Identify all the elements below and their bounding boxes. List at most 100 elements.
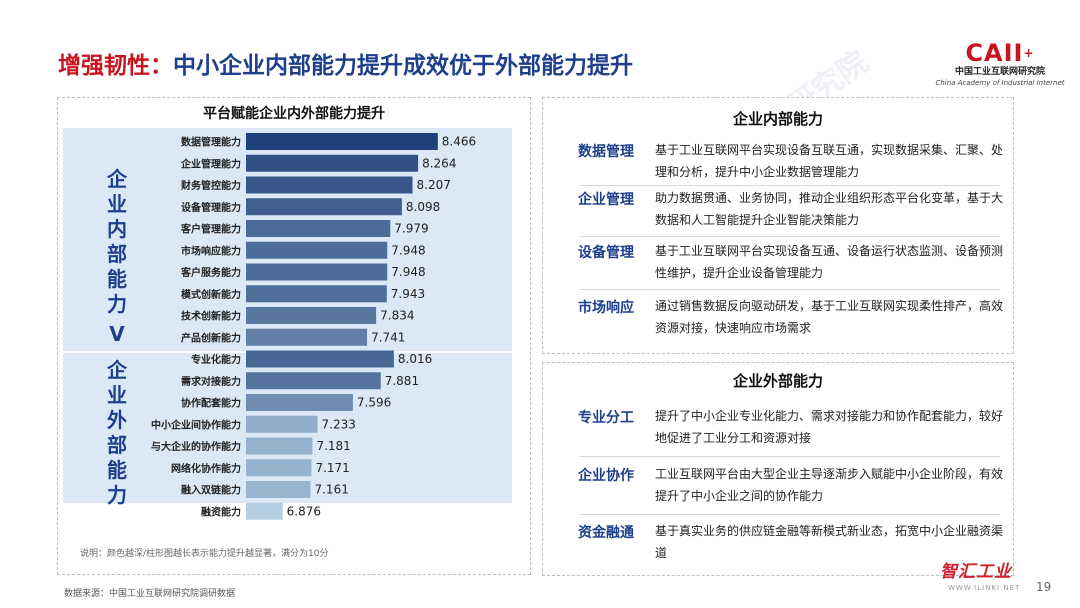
- internal-item: 设备管理 基于工业互联网平台实现设备互通、设备运行状态监测、设备预测性维护，提升…: [557, 240, 1007, 284]
- bar: [246, 285, 387, 303]
- page-title: 增强韧性：中小企业内部能力提升成效优于外部能力提升: [58, 46, 633, 80]
- item-name: 市场响应: [578, 300, 634, 316]
- category-label: 客户管理能力: [180, 223, 241, 236]
- bar: [246, 459, 312, 477]
- category-label: 中小企业间协作能力: [151, 418, 241, 431]
- data-source: 数据来源：中国工业互联网研究院调研数据: [64, 589, 236, 599]
- value-label: 7.171: [315, 461, 349, 475]
- value-label: 6.876: [287, 504, 321, 518]
- category-label: 与大企业的协作能力: [151, 440, 241, 453]
- value-label: 7.948: [391, 265, 425, 279]
- divider: [580, 236, 1000, 237]
- external-item: 专业分工 提升了中小企业专业化能力、需求对接能力和协作配套能力，较好地促进了工业…: [557, 405, 1007, 449]
- category-label: 产品创新能力: [181, 331, 241, 344]
- divider: [580, 289, 1000, 290]
- bar: [246, 241, 388, 259]
- page-title-main: 中小企业内部能力提升成效优于外部能力提升: [173, 53, 633, 79]
- category-label: 市场响应能力: [181, 244, 241, 257]
- item-desc: 基于工业互联网平台实现设备互通、设备运行状态监测、设备预测性维护，提升企业设备管…: [655, 244, 1004, 280]
- category-label: 融入双链能力: [181, 484, 241, 497]
- item-name: 企业管理: [578, 192, 634, 208]
- item-name: 数据管理: [578, 144, 634, 160]
- value-label: 7.233: [322, 417, 356, 431]
- category-label: 网络化协作能力: [171, 462, 241, 475]
- logo-mark: CAII+: [965, 39, 1035, 67]
- value-label: 8.264: [422, 156, 456, 170]
- category-label: 模式创新能力: [181, 288, 241, 301]
- logo-en: China Academy of Industrial Internet: [935, 79, 1065, 87]
- bar: [246, 437, 313, 455]
- external-panel: [542, 362, 1014, 576]
- item-name: 资金融通: [578, 525, 634, 541]
- value-label: 7.596: [357, 396, 391, 410]
- page-number: 19: [1036, 580, 1052, 594]
- bar: [246, 415, 318, 433]
- category-label: 协作配套能力: [181, 397, 241, 410]
- item-name: 专业分工: [578, 410, 634, 426]
- page-title-prefix: 增强韧性：: [58, 53, 173, 79]
- category-label: 设备管理能力: [181, 201, 241, 214]
- chart-note: 说明：颜色越深/柱形图越长表示能力提升越显著，满分为10分: [80, 549, 329, 559]
- bar: [246, 198, 402, 216]
- bar: [246, 481, 311, 498]
- category-label: 数据管理能力: [181, 136, 241, 149]
- category-label: 需求对接能力: [181, 375, 241, 388]
- bar: [246, 220, 391, 237]
- value-label: 7.161: [314, 483, 348, 497]
- external-item: 企业协作 工业互联网平台由大型企业主导逐渐步入赋能中小企业阶段，有效提升了中小企…: [557, 463, 1007, 507]
- caii-logo: CAII+ 中国工业互联网研究院 China Academy of Indust…: [930, 40, 1070, 88]
- value-label: 8.207: [417, 178, 451, 192]
- value-label: 7.948: [391, 243, 425, 257]
- internal-panel: [542, 97, 1014, 354]
- value-label: 7.834: [380, 309, 414, 323]
- bar: [246, 307, 377, 324]
- value-label: 8.098: [406, 200, 440, 214]
- value-label: 7.881: [385, 374, 419, 388]
- category-label: 融资能力: [201, 505, 241, 518]
- category-label: 财务管控能力: [180, 179, 241, 192]
- bar: [246, 502, 283, 520]
- comparison-symbol: V: [109, 322, 125, 346]
- bar: [246, 394, 353, 411]
- corner-logo: 智汇工业: [940, 562, 1012, 582]
- value-label: 7.979: [394, 222, 428, 236]
- category-label: 客户服务能力: [180, 266, 241, 279]
- value-label: 7.943: [391, 287, 425, 301]
- item-desc: 工业互联网平台由大型企业主导逐渐步入赋能中小企业阶段，有效提升了中小企业之间的协…: [655, 467, 1004, 503]
- item-desc: 基于真实业务的供应链金融等新模式新业态，拓宽中小企业融资渠道: [655, 524, 1004, 560]
- internal-group-label: 企 业 内 部 能 力: [107, 167, 127, 316]
- value-label: 8.466: [442, 135, 476, 149]
- item-desc: 提升了中小企业专业化能力、需求对接能力和协作配套能力，较好地促进了工业分工和资源…: [655, 409, 1004, 445]
- logo-cn: 中国工业互联网研究院: [954, 67, 1045, 77]
- internal-item: 企业管理 助力数据贯通、业务协同，推动企业组织形态平台化变革，基于大数据和人工智…: [557, 187, 1007, 231]
- bar: [246, 350, 394, 368]
- bar: [246, 176, 413, 194]
- item-name: 设备管理: [578, 245, 634, 261]
- bar: [246, 133, 438, 150]
- item-desc: 助力数据贯通、业务协同，推动企业组织形态平台化变革，基于大数据和人工智能提升企业…: [655, 191, 1004, 227]
- value-label: 7.181: [316, 439, 350, 453]
- value-label: 8.016: [398, 352, 432, 366]
- category-label: 企业管理能力: [180, 157, 241, 170]
- item-desc: 通过销售数据反向驱动研发，基于工业互联网实现柔性排产，高效资源对接，快速响应市场…: [655, 299, 1004, 335]
- item-name: 企业协作: [578, 468, 634, 484]
- chart-title: 平台赋能企业内外部能力提升: [203, 106, 385, 122]
- bar: [246, 372, 381, 390]
- item-desc: 基于工业互联网平台实现设备互联互通，实现数据采集、汇聚、处理和分析，提升中小企业…: [655, 143, 1004, 179]
- corner-logo-url: WWW.ILINKI.NET: [948, 584, 1021, 592]
- bar: [246, 263, 388, 281]
- external-group-label: 企 业 外 部 能 力: [107, 358, 127, 507]
- value-label: 7.741: [371, 330, 405, 344]
- internal-item: 市场响应 通过销售数据反向驱动研发，基于工业互联网实现柔性排产，高效资源对接，快…: [557, 295, 1007, 339]
- divider: [580, 514, 1000, 515]
- internal-item: 数据管理 基于工业互联网平台实现设备互联互通，实现数据采集、汇聚、处理和分析，提…: [557, 139, 1007, 183]
- divider: [580, 456, 1000, 457]
- category-label: 技术创新能力: [181, 310, 241, 323]
- bar: [246, 154, 419, 172]
- divider: [580, 185, 1000, 186]
- internal-section-title: 企业内部能力: [732, 110, 823, 128]
- external-item: 资金融通 基于真实业务的供应链金融等新模式新业态，拓宽中小企业融资渠道: [557, 520, 1007, 564]
- bar: [246, 328, 368, 346]
- external-section-title: 企业外部能力: [732, 372, 823, 390]
